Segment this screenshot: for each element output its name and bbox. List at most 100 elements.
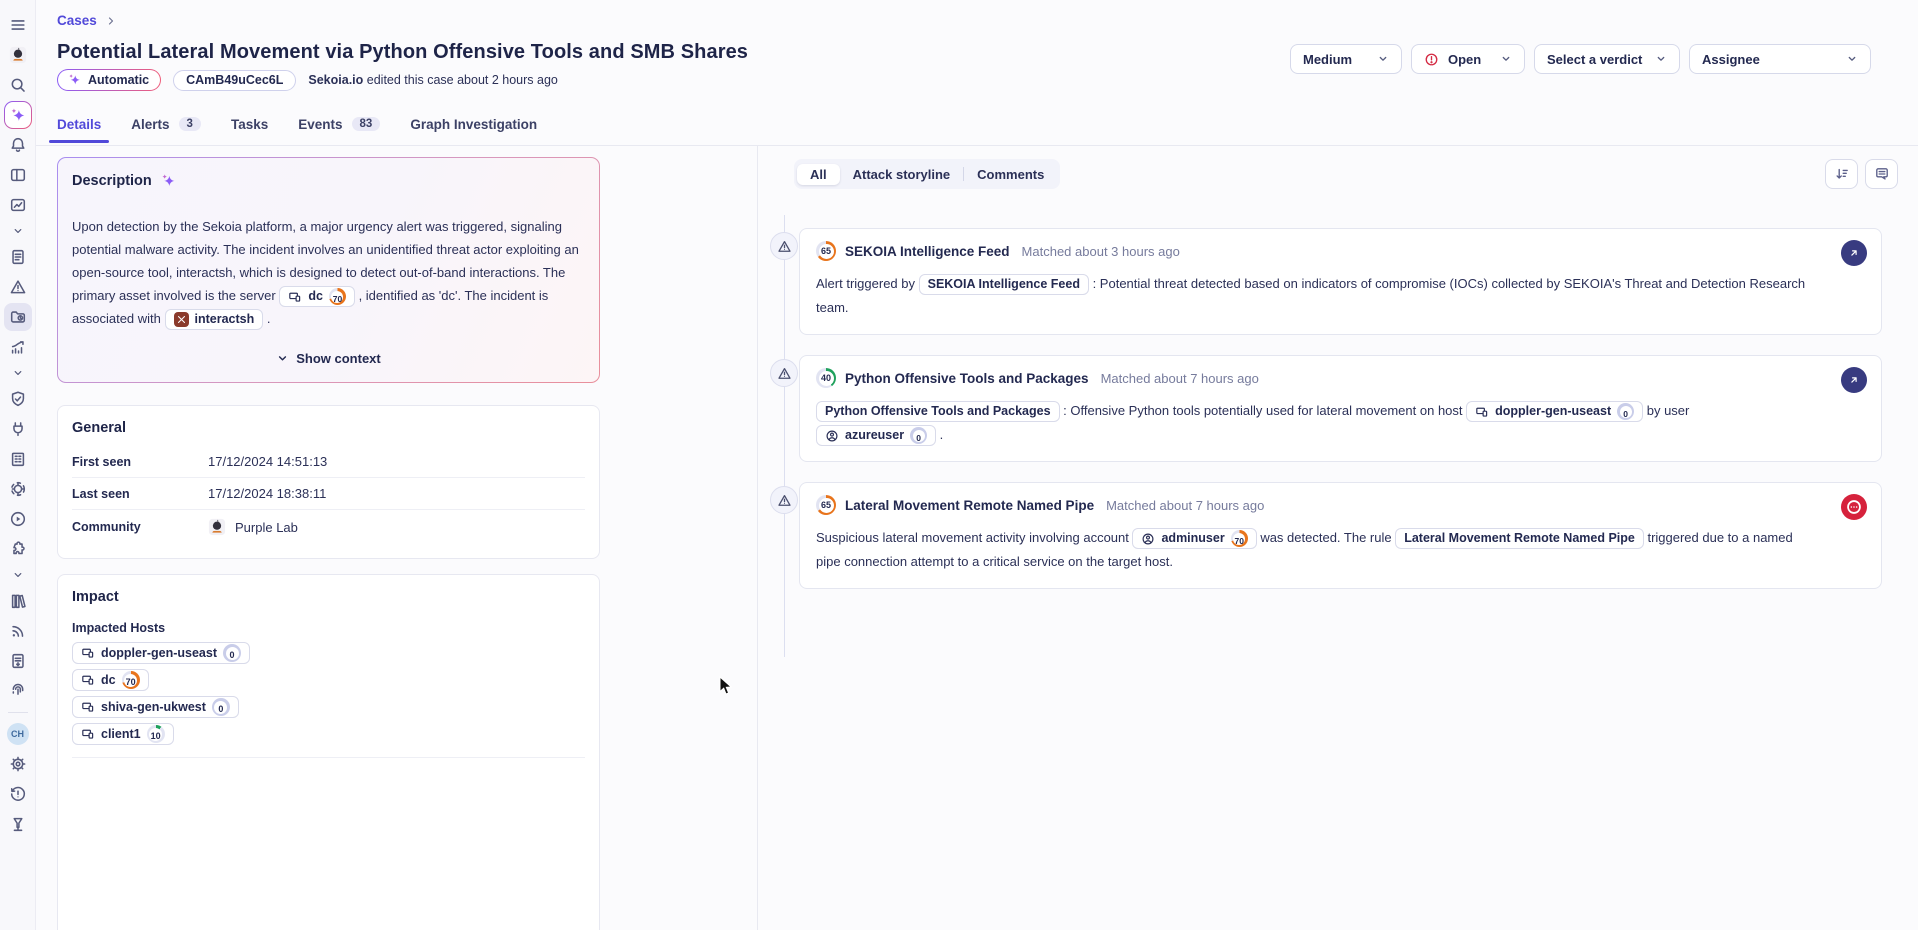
intelligence-icon [9,248,27,266]
case-tabs: Details Alerts 3 Tasks Events 83 Graph Investi… [48,113,537,145]
chip-label: Lateral Movement Remote Named Pipe [1404,531,1635,546]
sidebar: CH [0,0,36,930]
host-chip[interactable]: client1 10 [72,723,174,746]
status-dropdown[interactable]: Open [1411,44,1525,74]
sidebar-item-cases[interactable] [3,303,32,331]
alert-body: Python Offensive Tools and Packages : Of… [816,399,1865,447]
verdict-dropdown[interactable]: Select a verdict [1534,44,1680,74]
open-alert-button[interactable] [1841,367,1867,393]
feed-filter-comments[interactable]: Comments [977,166,1045,182]
comments-toggle-button[interactable] [1865,159,1898,189]
general-rows: First seen 17/12/2024 14:51:13 Last seen 17… [72,446,585,544]
sidebar-item-security[interactable] [4,385,32,413]
alert-title[interactable]: Python Offensive Tools and Packages [845,370,1089,386]
body-text: , identified as 'dc'. The incident is as… [72,288,549,327]
impact-divider [72,757,585,759]
assignee-dropdown[interactable]: Assignee [1689,44,1871,74]
mouse-cursor [719,676,733,695]
alert-status-button[interactable] [1841,494,1867,520]
feed-filter-all[interactable]: All [797,163,840,185]
sidebar-item-dashboards[interactable] [4,161,32,189]
sidebar-item-ai-assistant[interactable] [4,101,32,129]
body-text: . [936,427,944,442]
score-ring: 65 [816,495,836,515]
sidebar-item-lab[interactable] [4,810,32,838]
general-row: Community Purple Lab [72,510,585,544]
description-text: Upon detection by the Sekoia platform, a… [72,215,585,331]
sidebar-item-section-expand-1[interactable] [4,221,32,241]
sidebar-item-section-expand-3[interactable] [4,565,32,585]
sidebar-item-menu[interactable] [4,11,32,39]
sidebar-item-notifications[interactable] [4,131,32,159]
security-icon [9,390,27,408]
general-card: General First seen 17/12/2024 14:51:13 Las… [57,405,600,560]
tab-graph-investigation[interactable]: Graph Investigation [410,117,537,142]
host-chip[interactable]: shiva-gen-ukwest 0 [72,696,239,719]
sidebar-item-community-avatar[interactable] [4,41,32,69]
general-row-value: Purple Lab [208,518,298,536]
impact-title: Impact [72,589,119,606]
sidebar-item-alerts[interactable] [4,273,32,301]
sidebar-item-search[interactable] [4,71,32,99]
case-controls: Medium Open Select a verdict Assignee [1290,44,1871,74]
breadcrumb-cases-link[interactable]: Cases [57,13,97,28]
sidebar-item-extensions[interactable] [4,535,32,563]
tab-events[interactable]: Events 83 [298,117,381,142]
body-text: triggered due to a named pipe connection… [816,530,1793,569]
host-chip[interactable]: dc 70 [72,669,149,692]
tab-tasks[interactable]: Tasks [231,117,268,142]
sidebar-item-settings[interactable] [4,750,32,778]
host-chip[interactable]: dc 70 [279,286,355,308]
status-value: Open [1448,51,1482,67]
sidebar-item-activity-history[interactable] [4,780,32,808]
user-chip[interactable]: azureuser 0 [816,425,937,447]
host-chip[interactable]: doppler-gen-useast 0 [72,642,250,665]
sidebar-item-playbooks[interactable] [4,505,32,533]
sidebar-item-library[interactable] [4,587,32,615]
alert-card[interactable]: 65 SEKOIA Intelligence Feed Matched about … [799,228,1882,335]
alert-matched-time: Matched about 7 hours ago [1106,497,1265,513]
user-chip[interactable]: adminuser 70 [1132,528,1257,550]
sidebar-item-helm[interactable] [4,475,32,503]
tab-details[interactable]: Details [48,117,110,143]
priority-dropdown[interactable]: Medium [1290,44,1402,74]
show-context-button[interactable]: Show context [72,351,585,366]
rule-chip[interactable]: SEKOIA Intelligence Feed [918,274,1089,296]
sidebar-item-statistics[interactable] [4,333,32,361]
sidebar-item-feeds[interactable] [4,617,32,645]
sort-descending-button[interactable] [1825,159,1858,189]
sidebar-item-reports[interactable] [4,647,32,675]
sidebar-item-analytics[interactable] [4,191,32,219]
helm-icon [9,480,27,498]
alert-card[interactable]: 65 Lateral Movement Remote Named Pipe Matc… [799,482,1882,589]
sparkle-icon [69,74,80,85]
alert-title[interactable]: Lateral Movement Remote Named Pipe [845,497,1095,513]
malware-chip[interactable]: interactsh [164,309,264,331]
host-chip[interactable]: doppler-gen-useast 0 [1466,401,1644,423]
sidebar-item-organization[interactable] [4,445,32,473]
sidebar-item-threat-hunting[interactable] [4,677,32,705]
open-alert-button[interactable] [1841,240,1867,266]
chip-label: interactsh [194,312,255,327]
alert-card[interactable]: 40 Python Offensive Tools and Packages Mat… [799,355,1882,462]
chip-label: adminuser [1161,531,1225,546]
assignee-value: Assignee [1702,51,1760,67]
alert-title[interactable]: SEKOIA Intelligence Feed [845,243,1010,259]
alert-marker [770,232,798,260]
impact-card: Impact Impacted Hosts doppler-gen-useast… [57,574,600,930]
description-title-row: Description [72,172,585,189]
malware-icon [173,312,189,328]
body-text: . [263,311,271,327]
sidebar-item-intelligence[interactable] [4,243,32,271]
analytics-icon [9,196,27,214]
tab-alerts[interactable]: Alerts 3 [131,117,201,142]
sidebar-item-section-expand-2[interactable] [4,363,32,383]
rule-chip[interactable]: Lateral Movement Remote Named Pipe [1395,528,1644,550]
sidebar-item-integrations[interactable] [4,415,32,443]
user-avatar[interactable]: CH [4,720,32,748]
comment-icon [1875,168,1888,180]
settings-icon [9,755,27,773]
rule-chip[interactable]: Python Offensive Tools and Packages [816,401,1060,423]
tab-label: Tasks [230,116,269,132]
feed-filter-attack-storyline[interactable]: Attack storyline [852,166,951,182]
